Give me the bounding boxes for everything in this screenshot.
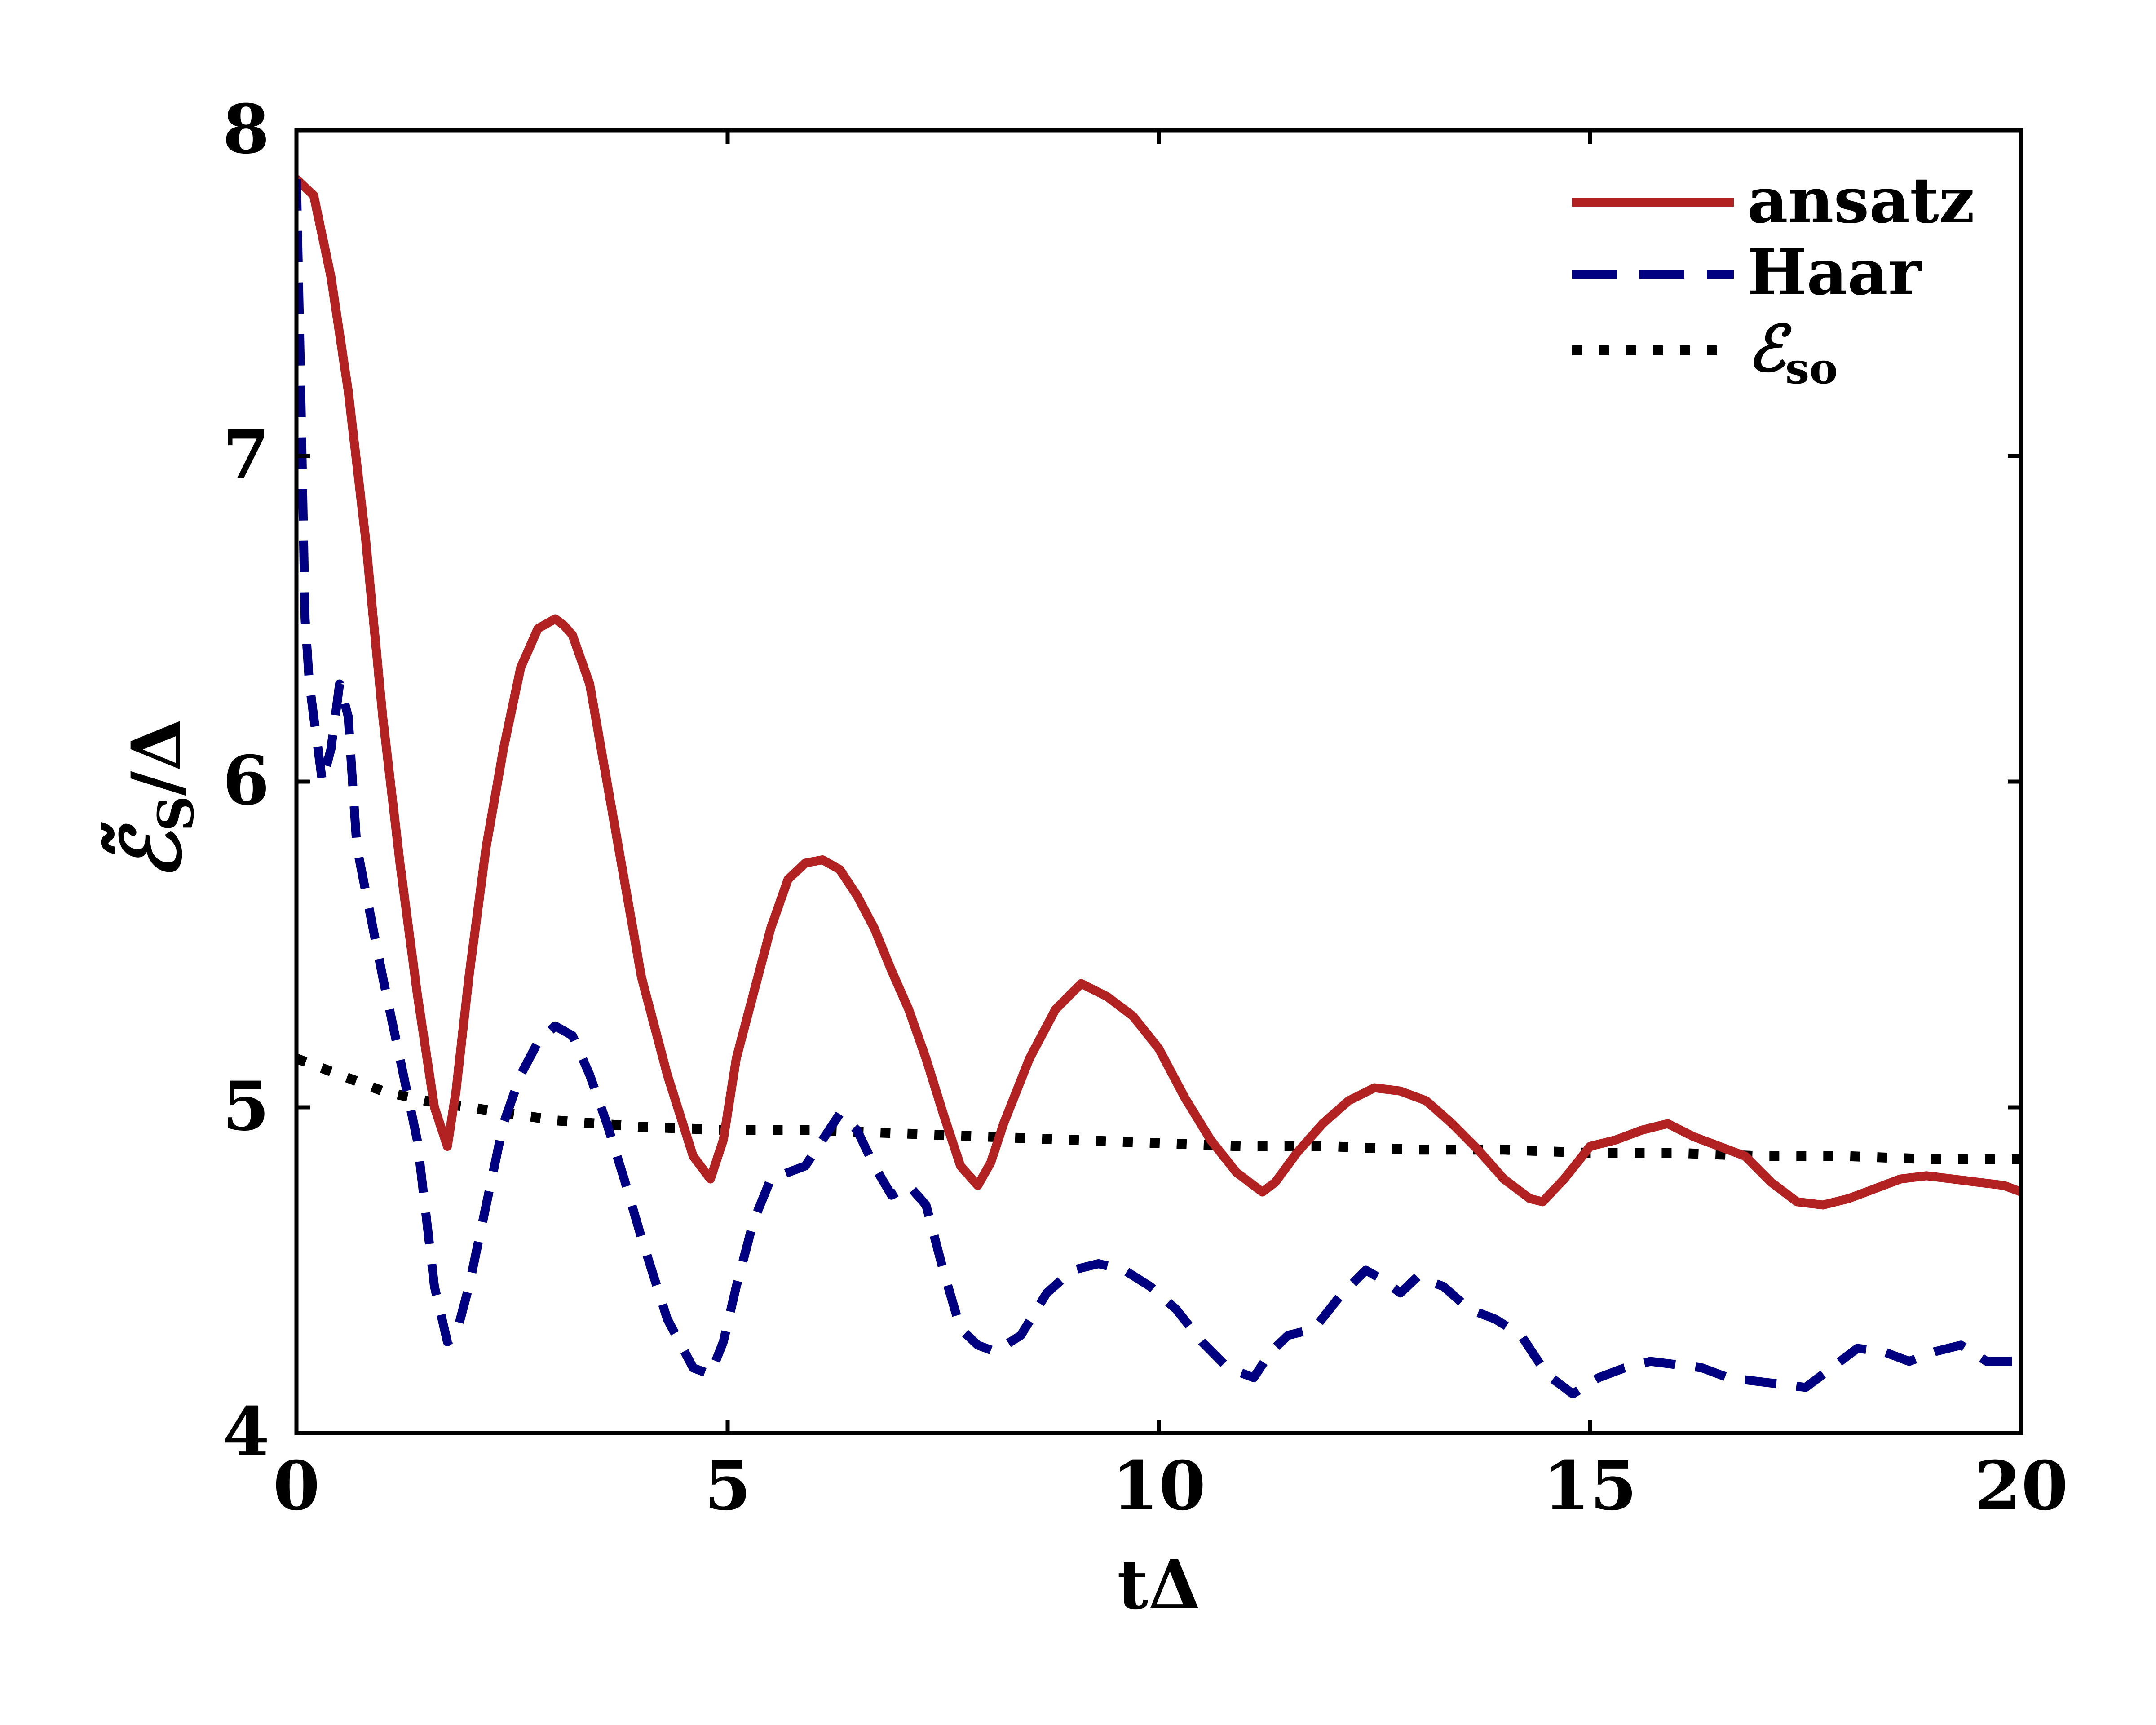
- x-tick-label: 15: [1543, 1446, 1637, 1526]
- x-tick-label: 10: [1112, 1446, 1206, 1526]
- y-tick-label: 8: [223, 90, 270, 169]
- y-axis-title-sub: S: [147, 796, 205, 831]
- y-tick-label: 5: [223, 1067, 270, 1146]
- x-tick-label: 0: [273, 1446, 320, 1526]
- y-axis-title-main: ℰ̃: [101, 822, 199, 880]
- ticks-layer: [294, 128, 2023, 1435]
- y-tick-label: 7: [223, 416, 270, 495]
- legend-label-eso-main: ℰ: [1747, 312, 1792, 386]
- series-layer: [296, 174, 2021, 1398]
- series-line-ansatz: [296, 174, 2021, 1210]
- legend-label-haar: Haar: [1747, 236, 1922, 310]
- x-axis-title: tΔ: [1117, 1545, 1201, 1624]
- y-axis-title-tail: /Δ: [117, 719, 196, 796]
- legend-label-eso-sub: so: [1785, 344, 1838, 394]
- y-tick-label: 6: [223, 741, 270, 820]
- legend-label-eso: ℰso: [1747, 312, 1838, 394]
- x-tick-label: 5: [704, 1446, 751, 1526]
- legend-label-ansatz: ansatz: [1747, 164, 1975, 238]
- legend: ansatz Haar ℰso: [1572, 164, 1975, 394]
- y-axis-title: ℰ̃S/Δ: [101, 719, 205, 880]
- tick-labels: 0 5 10 15 20 4 5 6 7 8: [223, 90, 2068, 1526]
- x-tick-label: 20: [1975, 1446, 2068, 1526]
- y-tick-label: 4: [223, 1393, 270, 1472]
- series-line-haar: [296, 179, 2021, 1398]
